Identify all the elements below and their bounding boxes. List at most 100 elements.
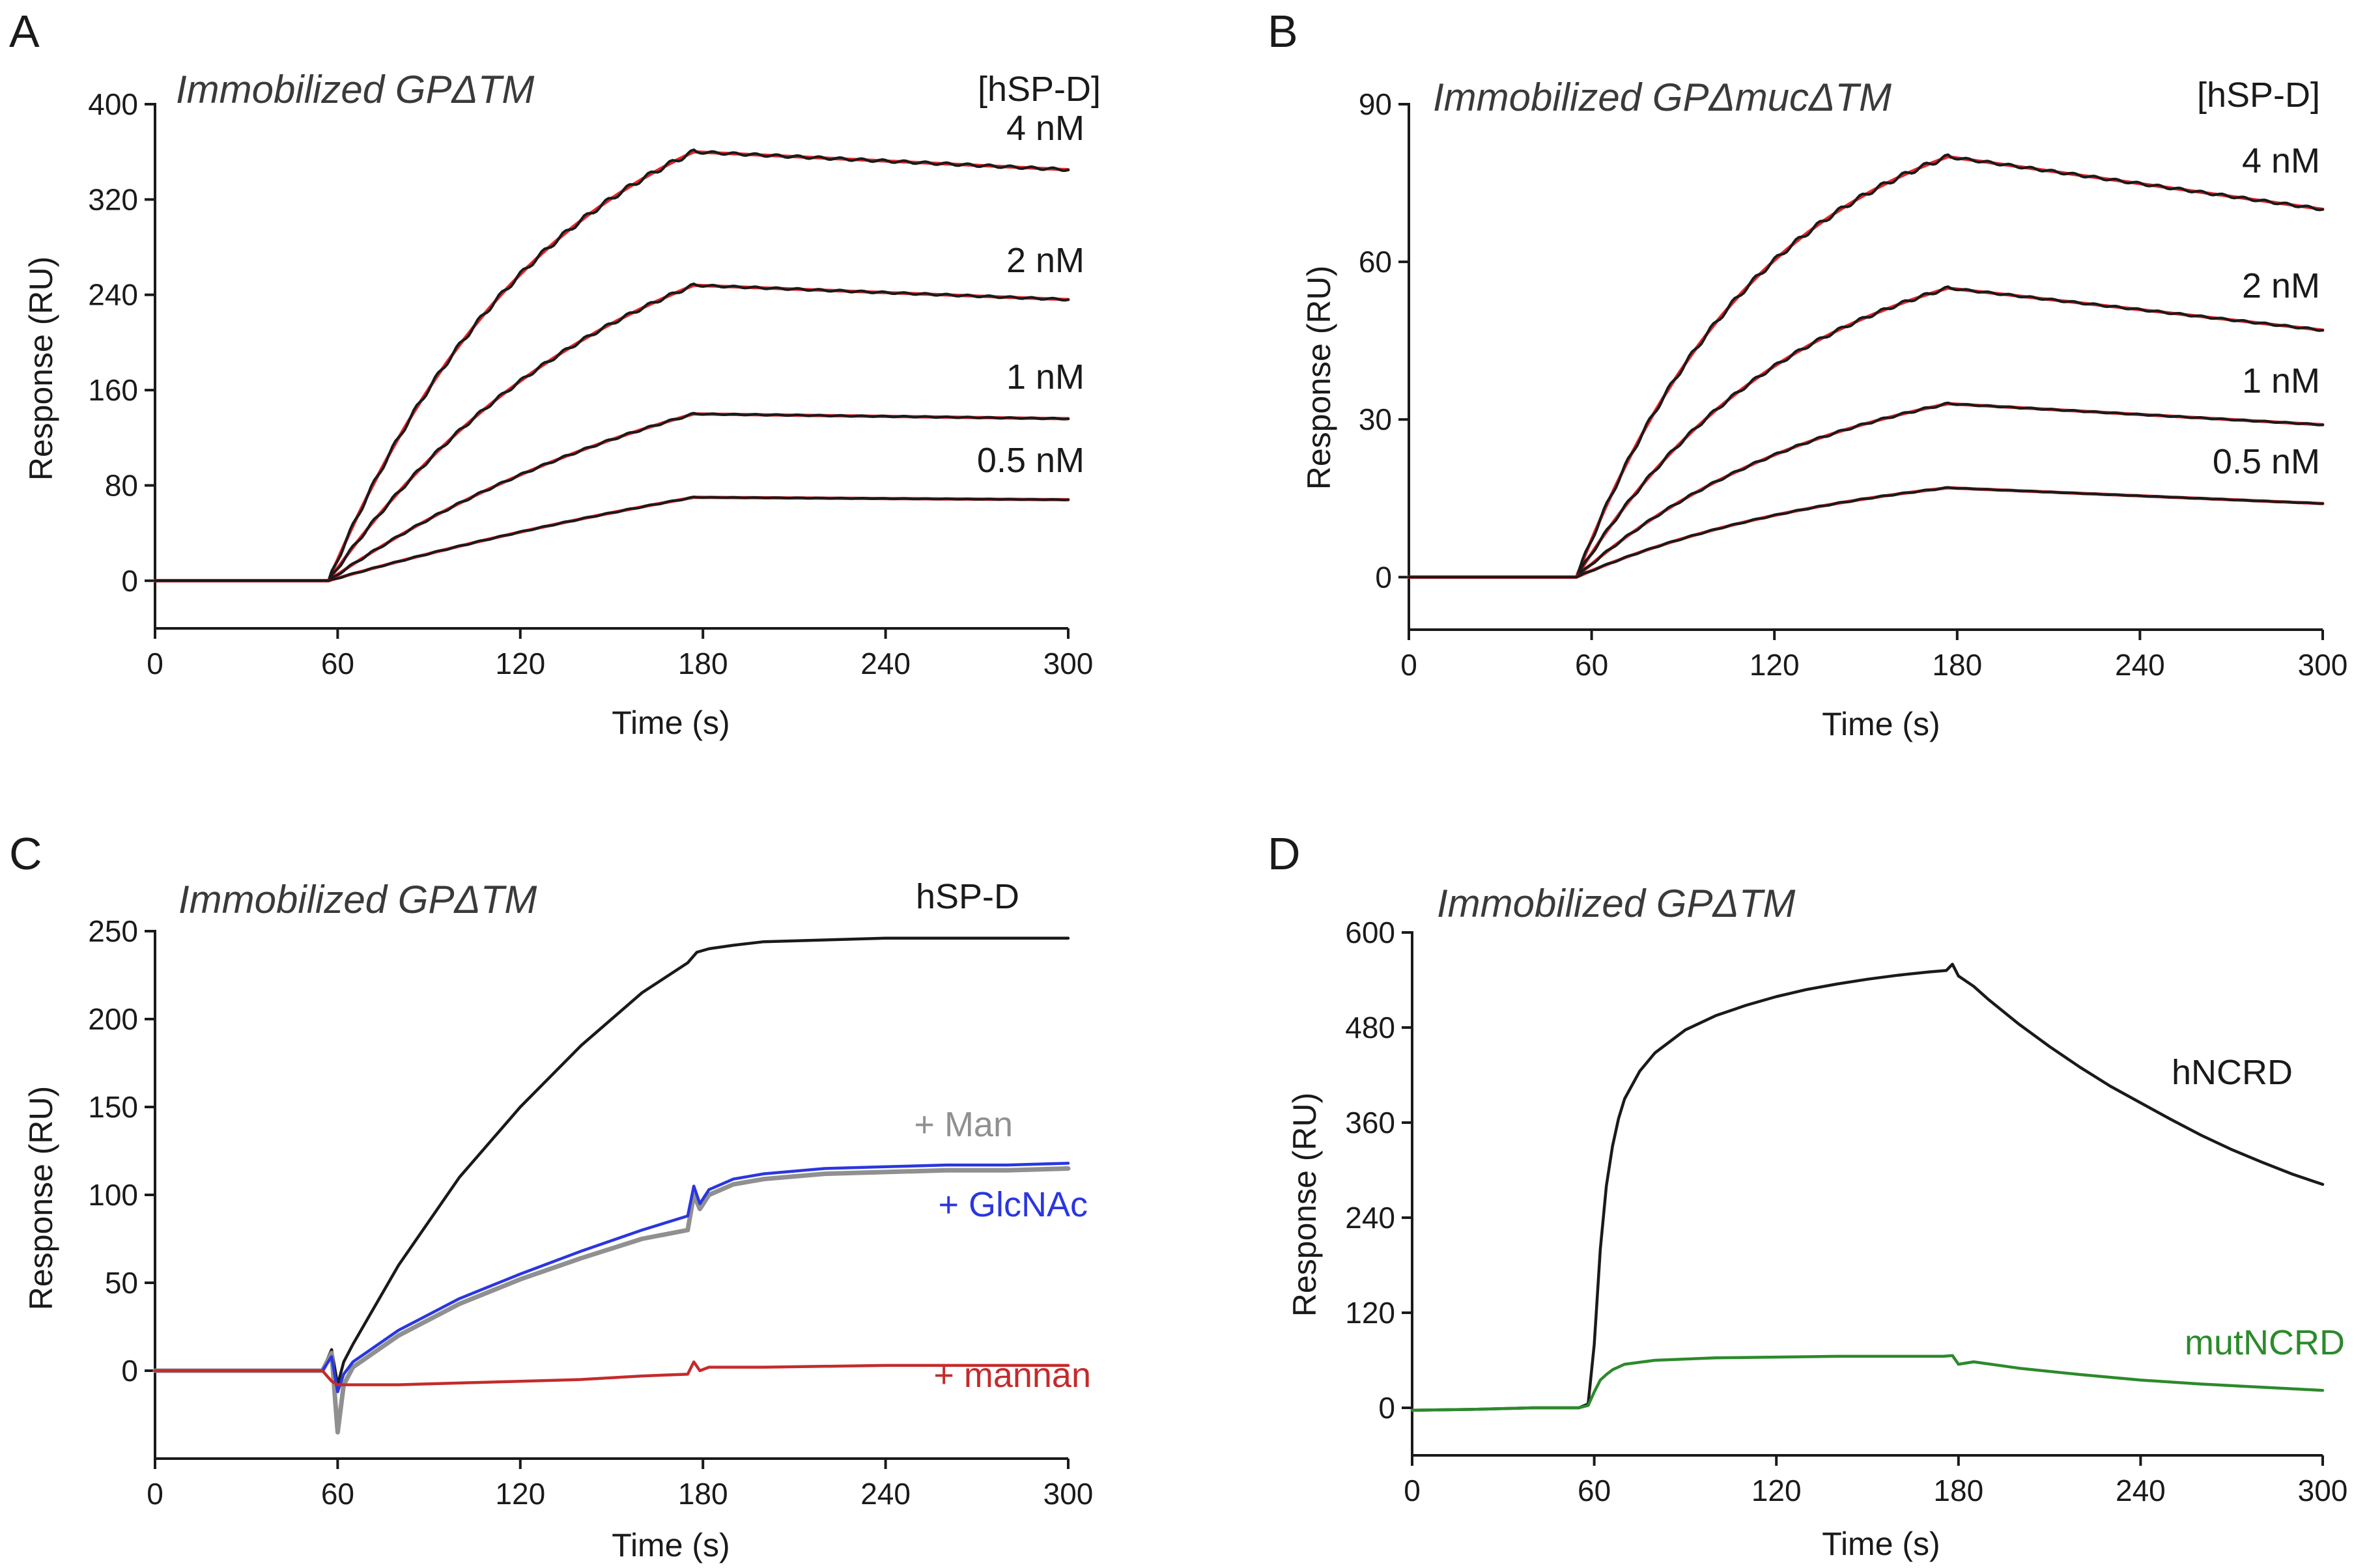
y-tick-label: 480 — [1345, 1011, 1395, 1044]
series-line — [1410, 962, 2325, 1412]
y-tick-label: 80 — [105, 468, 138, 502]
x-tick-label: 180 — [1933, 1474, 1983, 1507]
panel-b: B Immobilized GPΔmucΔTM [hSP-D] Time (s)… — [1268, 6, 2347, 742]
y-tick-label: 90 — [1359, 87, 1392, 121]
x-tick-label: 0 — [1400, 648, 1417, 682]
fit-curve — [1407, 286, 2325, 579]
panel-title-c: Immobilized GPΔTM — [178, 878, 537, 921]
series-label: 0.5 nM — [977, 441, 1084, 480]
x-tick-label: 300 — [2298, 648, 2348, 682]
y-axis-title-c: Response (RU) — [23, 1086, 59, 1311]
series-label: mutNCRD — [2185, 1323, 2345, 1362]
series-line — [1408, 401, 2324, 579]
y-tick-label: 0 — [1378, 1391, 1395, 1425]
legend-header-b: [hSP-D] — [2197, 76, 2320, 115]
series-line — [154, 148, 1070, 582]
series-line — [153, 1360, 1070, 1386]
legend-header-a: [hSP-D] — [978, 70, 1101, 109]
plot-area-c: 0 60 120 180 240 300 0 50 100 150 200 250 hSP-D + Man… — [88, 877, 1093, 1511]
y-tick-label: 320 — [88, 182, 138, 216]
panel-letter-d: D — [1268, 828, 1301, 879]
y-tick-label: 160 — [88, 373, 138, 407]
plot-area-d: 0 60 120 180 240 300 0 120 240 360 480 600 hNCRD mutN… — [1345, 916, 2347, 1507]
y-tick-label: 360 — [1345, 1106, 1395, 1140]
fit-curve — [1407, 402, 2325, 579]
x-tick-label: 60 — [321, 647, 354, 680]
fit-curve — [153, 283, 1070, 583]
series-label: + mannan — [933, 1356, 1091, 1395]
x-tick-label: 120 — [1750, 648, 1800, 682]
series-label: + GlcNAc — [938, 1185, 1088, 1224]
x-tick-label: 60 — [321, 1477, 354, 1511]
y-tick-label: 150 — [88, 1090, 138, 1124]
plot-area-b: 0 60 120 180 240 300 0 30 60 90 4 nM 2 nM 1 nM 0.5 nM — [1359, 87, 2348, 682]
series-label: 0.5 nM — [2213, 442, 2320, 481]
panel-a: A Immobilized GPΔTM [hSP-D] Time (s) Res… — [9, 6, 1101, 741]
y-tick-label: 0 — [121, 1354, 138, 1388]
x-tick-label: 60 — [1575, 648, 1608, 682]
panel-letter-a: A — [9, 6, 40, 57]
series-line — [153, 1162, 1070, 1393]
panel-letter-b: B — [1268, 6, 1298, 57]
y-tick-label: 600 — [1345, 916, 1395, 949]
x-tick-label: 300 — [1043, 647, 1094, 680]
y-tick-label: 240 — [88, 278, 138, 312]
y-tick-label: 100 — [88, 1178, 138, 1212]
x-axis-title-d: Time (s) — [1822, 1526, 1940, 1562]
fit-curve — [153, 150, 1070, 583]
x-tick-label: 60 — [1578, 1474, 1611, 1507]
x-axis-title-c: Time (s) — [612, 1527, 730, 1563]
x-axis-title-a: Time (s) — [612, 705, 730, 741]
series-line — [1408, 486, 2324, 579]
series-label: hNCRD — [2172, 1053, 2293, 1092]
series-label: 4 nM — [2242, 141, 2320, 180]
x-tick-label: 120 — [495, 647, 545, 680]
series-label: 4 nM — [1006, 109, 1084, 148]
series-line — [154, 412, 1070, 582]
series-label: 1 nM — [2242, 361, 2320, 400]
panel-title-a: Immobilized GPΔTM — [176, 68, 534, 111]
y-tick-label: 250 — [88, 914, 138, 948]
panel-title-b: Immobilized GPΔmucΔTM — [1433, 76, 1892, 119]
y-tick-label: 0 — [121, 564, 138, 598]
y-tick-label: 200 — [88, 1002, 138, 1036]
series-line — [154, 496, 1070, 582]
series-line — [152, 1166, 1071, 1435]
series-label: + Man — [914, 1105, 1013, 1144]
x-tick-label: 180 — [678, 1477, 728, 1511]
y-tick-label: 0 — [1375, 560, 1392, 594]
x-tick-label: 300 — [1043, 1477, 1094, 1511]
series-line — [153, 936, 1070, 1386]
panel-title-d: Immobilized GPΔTM — [1437, 882, 1795, 925]
series-line — [1408, 153, 2324, 579]
x-tick-label: 0 — [147, 1477, 163, 1511]
series-label: hSP-D — [916, 877, 1019, 916]
x-tick-label: 120 — [1751, 1474, 1802, 1507]
series-line — [1408, 285, 2324, 579]
series-label: 2 nM — [2242, 266, 2320, 305]
fit-curve — [1407, 155, 2325, 579]
y-tick-label: 120 — [1345, 1296, 1395, 1330]
y-axis-title-a: Response (RU) — [23, 257, 59, 481]
x-tick-label: 0 — [147, 647, 163, 680]
panel-d: D Immobilized GPΔTM Time (s) Response (R… — [1268, 828, 2347, 1562]
y-tick-label: 240 — [1345, 1201, 1395, 1235]
fit-curve — [1407, 486, 2325, 579]
y-tick-label: 30 — [1359, 402, 1392, 436]
y-tick-label: 60 — [1359, 245, 1392, 279]
y-tick-label: 50 — [105, 1266, 138, 1300]
y-tick-label: 400 — [88, 87, 138, 121]
y-axis-title-d: Response (RU) — [1286, 1093, 1323, 1317]
x-tick-label: 240 — [860, 647, 911, 680]
x-tick-label: 180 — [678, 647, 728, 680]
series-label: 1 nM — [1006, 357, 1084, 397]
x-tick-label: 240 — [2115, 648, 2165, 682]
series-line — [154, 282, 1070, 582]
y-axis-title-b: Response (RU) — [1301, 266, 1337, 490]
series-line — [1410, 1354, 2325, 1412]
panel-c: C Immobilized GPΔTM Time (s) Response (R… — [9, 828, 1093, 1563]
x-tick-label: 120 — [495, 1477, 545, 1511]
series-label: 2 nM — [1006, 241, 1084, 280]
x-tick-label: 240 — [2116, 1474, 2166, 1507]
